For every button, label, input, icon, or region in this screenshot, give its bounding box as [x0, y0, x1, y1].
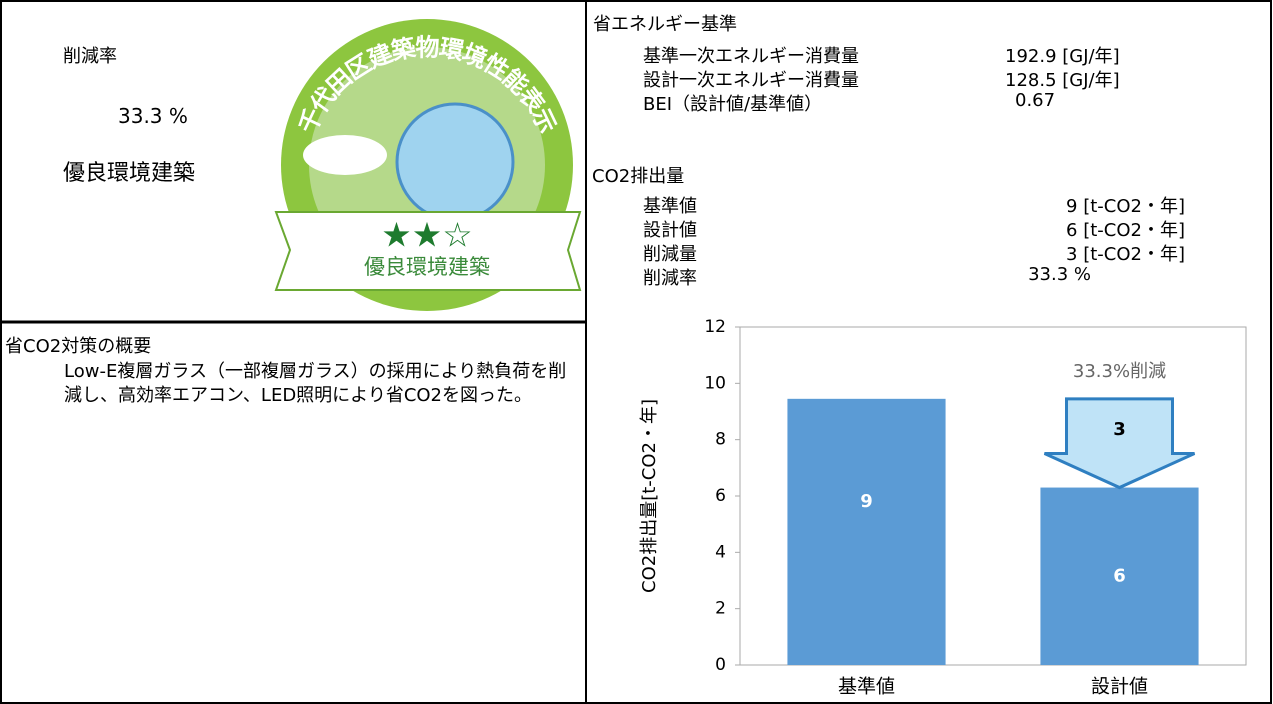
y-tick-label: 6 — [715, 486, 726, 506]
y-tick-label: 8 — [715, 430, 726, 450]
value-label: 9 — [860, 491, 873, 512]
y-tick-label: 2 — [715, 599, 726, 619]
reduction-label: 削減率 — [63, 42, 117, 68]
annotation: 33.3%削減 — [1073, 361, 1166, 382]
co2-label: 削減率 — [643, 264, 697, 290]
energy-label: BEI（設計値/基準値） — [643, 90, 822, 116]
y-tick-label: 0 — [715, 655, 726, 675]
x-tick-label: 設計値 — [1091, 676, 1148, 698]
co2-value: 6 [t-CO2・年] — [1066, 216, 1185, 242]
y-axis-label: CO2排出量[t-CO2・年] — [639, 399, 660, 593]
reduction-value: 33.3 % — [118, 104, 188, 128]
hand — [303, 135, 387, 175]
co2-title: CO2排出量 — [592, 162, 684, 188]
canvas: 千代田区建築物環境性能表示 ★★☆ 優良環境建築 0 2 4 6 8 10 12 CO2排出量… — [0, 0, 1273, 704]
energy-label: 基準一次エネルギー消費量 — [643, 42, 859, 68]
badge-label: 優良環境建築 — [364, 255, 490, 279]
y-tick-label: 12 — [704, 317, 726, 337]
chart: 0 2 4 6 8 10 12 CO2排出量[t-CO2・年] 9 基準値 6 設計値 3 33.3%削減 — [639, 317, 1246, 698]
measures-title: 省CO2対策の概要 — [5, 332, 151, 358]
energy-value: 128.5 [GJ/年] — [1005, 66, 1120, 92]
energy-value: 0.67 — [1015, 90, 1055, 111]
co2-label: 削減量 — [643, 240, 697, 266]
globe — [397, 104, 513, 220]
measures-text: Low-E複層ガラス（一部複層ガラス）の採用により熱負荷を削減し、高効率エアコン… — [64, 360, 584, 408]
page: 千代田区建築物環境性能表示 ★★☆ 優良環境建築 0 2 4 6 8 10 12 CO2排出量… — [0, 0, 1273, 704]
energy-label: 設計一次エネルギー消費量 — [643, 66, 859, 92]
stars: ★★☆ — [381, 216, 472, 256]
x-tick-label: 基準値 — [838, 676, 895, 698]
badge: 千代田区建築物環境性能表示 ★★☆ 優良環境建築 — [276, 19, 580, 311]
y-tick-label: 10 — [704, 373, 726, 393]
energy-title: 省エネルギー基準 — [593, 10, 737, 36]
co2-label: 設計値 — [643, 216, 697, 242]
energy-value: 192.9 [GJ/年] — [1005, 42, 1120, 68]
arrow-label: 3 — [1113, 419, 1126, 440]
co2-value: 3 [t-CO2・年] — [1066, 240, 1185, 266]
co2-value: 33.3 % — [1028, 264, 1091, 285]
reduction-arrow — [1045, 399, 1195, 488]
co2-label: 基準値 — [643, 192, 697, 218]
y-tick-label: 4 — [715, 542, 726, 562]
value-label: 6 — [1113, 565, 1126, 586]
rating: 優良環境建築 — [63, 155, 195, 187]
bar — [787, 399, 945, 665]
co2-value: 9 [t-CO2・年] — [1066, 192, 1185, 218]
